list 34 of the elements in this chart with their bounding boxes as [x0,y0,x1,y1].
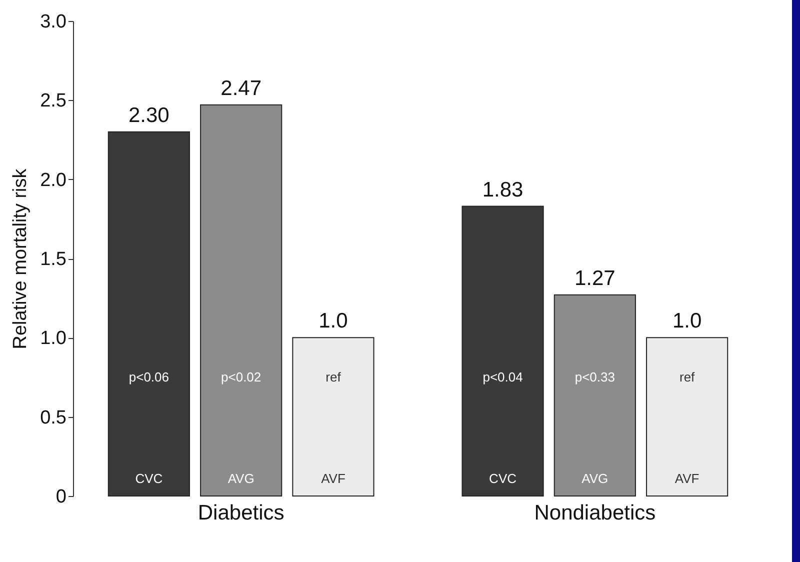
series-label: AVF [321,471,346,486]
text: AVG [582,471,608,486]
x-tick-label: Diabetics [198,502,284,524]
y-tick-label: 0.5 [40,407,66,428]
bar [200,104,282,496]
data-label: 1.0 [672,310,702,333]
annotation: p<0.33 [574,369,615,384]
annotation: p<0.06 [128,369,169,384]
data-label: 1.83 [482,178,524,202]
bar [462,206,544,496]
annotation: p<0.02 [221,369,262,384]
bar [292,337,374,496]
data-label: 2.30 [128,104,170,127]
y-tick-label: 0 [56,486,66,508]
y-axis-title: Relative mortality risk [10,168,32,350]
text: CVC [489,471,516,486]
data-label: 2.47 [220,76,262,100]
data-label: 1.0 [318,310,348,333]
data-label: 1.27 [574,266,616,290]
y-tick-label: 1.5 [40,249,66,270]
y-tick-label: 1.0 [40,328,66,350]
annotation: ref [326,369,342,384]
y-tick-label: 2.0 [40,170,66,191]
bar [646,337,728,496]
y-tick-label: 3.0 [40,12,66,32]
y-tick-label: 2.5 [40,90,66,112]
text: AVF [674,471,700,486]
series-label: CVC [135,471,163,486]
x-tick-label: Nondiabetics [534,502,656,524]
bar [108,131,190,496]
annotation: ref [679,369,696,384]
series-label: AVG [228,471,254,486]
bar [554,294,636,496]
annotation: p<0.04 [482,369,523,384]
